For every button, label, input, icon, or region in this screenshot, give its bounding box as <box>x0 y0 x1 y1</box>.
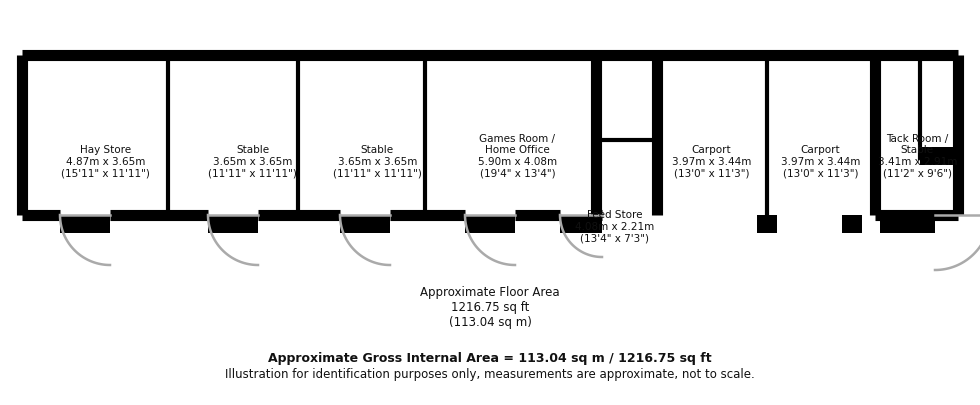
Bar <box>757 215 777 233</box>
Bar <box>560 215 602 233</box>
Bar <box>60 215 110 233</box>
Text: Approximate Floor Area
1216.75 sq ft
(113.04 sq m): Approximate Floor Area 1216.75 sq ft (11… <box>420 286 560 329</box>
Bar <box>842 215 862 233</box>
Text: Feed Store
4.08m x 2.21m
(13'4" x 7'3"): Feed Store 4.08m x 2.21m (13'4" x 7'3") <box>575 210 654 243</box>
Text: Stable
3.65m x 3.65m
(11'11" x 11'11"): Stable 3.65m x 3.65m (11'11" x 11'11") <box>333 145 421 179</box>
Bar <box>340 215 390 233</box>
Bar <box>208 215 258 233</box>
Text: Stable
3.65m x 3.65m
(11'11" x 11'11"): Stable 3.65m x 3.65m (11'11" x 11'11") <box>209 145 297 179</box>
Text: Carport
3.97m x 3.44m
(13'0" x 11'3"): Carport 3.97m x 3.44m (13'0" x 11'3") <box>672 145 751 179</box>
Text: Illustration for identification purposes only, measurements are approximate, not: Illustration for identification purposes… <box>225 368 755 381</box>
Text: Games Room /
Home Office
5.90m x 4.08m
(19'4" x 13'4"): Games Room / Home Office 5.90m x 4.08m (… <box>478 134 557 178</box>
Text: Tack Room /
Stable
3.41m x 2.91m
(11'2" x 9'6"): Tack Room / Stable 3.41m x 2.91m (11'2" … <box>878 134 956 178</box>
Bar <box>920 147 958 165</box>
Text: Carport
3.97m x 3.44m
(13'0" x 11'3"): Carport 3.97m x 3.44m (13'0" x 11'3") <box>781 145 859 179</box>
Text: Approximate Gross Internal Area = 113.04 sq m / 1216.75 sq ft: Approximate Gross Internal Area = 113.04… <box>269 352 711 365</box>
Bar <box>880 215 935 233</box>
Text: Hay Store
4.87m x 3.65m
(15'11" x 11'11"): Hay Store 4.87m x 3.65m (15'11" x 11'11"… <box>62 145 150 179</box>
Bar <box>465 215 515 233</box>
